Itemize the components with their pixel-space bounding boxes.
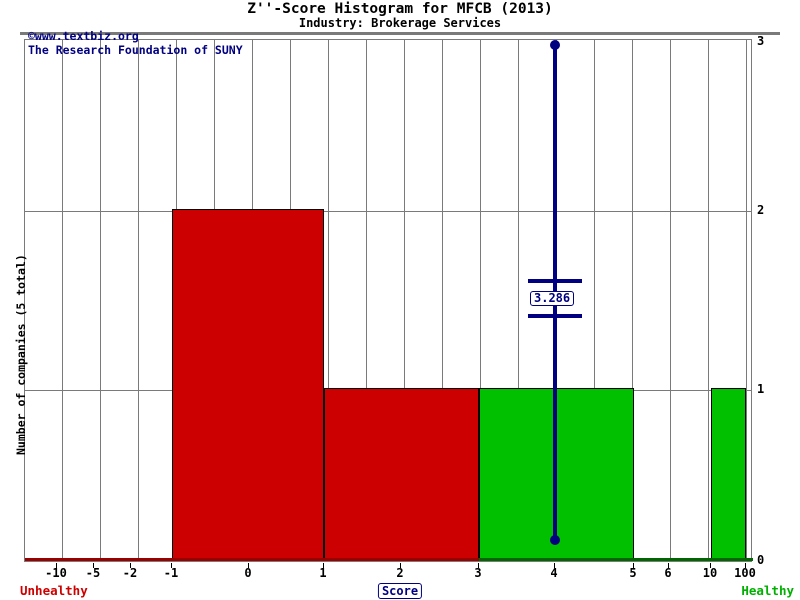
vertical-gridline	[138, 40, 139, 561]
x-tick-mark	[56, 563, 57, 568]
x-tick-mark	[668, 563, 669, 568]
x-tick-mark	[323, 563, 324, 568]
vertical-gridline	[404, 40, 405, 561]
x-tick-label: 100	[734, 566, 756, 580]
x-tick-mark	[478, 563, 479, 568]
vertical-gridline	[442, 40, 443, 561]
x-tick-label: 4	[550, 566, 558, 580]
credit-line-2: The Research Foundation of SUNY	[28, 42, 243, 57]
vertical-gridline	[708, 40, 709, 561]
histogram-bar	[324, 388, 479, 561]
y-tick-label: 2	[757, 203, 765, 217]
vertical-gridline	[746, 40, 747, 561]
x-tick-mark	[745, 563, 746, 568]
x-tick-label: -2	[122, 566, 138, 580]
score-value-label: 3.286	[530, 291, 575, 306]
vertical-gridline	[670, 40, 671, 561]
x-tick-mark	[400, 563, 401, 568]
top-rule	[20, 32, 780, 35]
x-tick-label: 0	[244, 566, 252, 580]
healthy-baseline	[479, 558, 753, 561]
y-tick-label: 0	[757, 553, 765, 567]
vertical-gridline	[632, 40, 633, 561]
x-tick-mark	[633, 563, 634, 568]
x-tick-mark	[171, 563, 172, 568]
x-tick-label: 1	[319, 566, 327, 580]
healthy-label: Healthy	[741, 583, 794, 598]
x-tick-label: 3	[474, 566, 482, 580]
x-tick-mark	[93, 563, 94, 568]
vertical-gridline	[594, 40, 595, 561]
histogram-bar	[172, 209, 324, 561]
plot-area: 3.286	[24, 39, 753, 562]
x-tick-label: 5	[629, 566, 637, 580]
vertical-gridline	[518, 40, 519, 561]
vertical-gridline	[328, 40, 329, 561]
x-tick-label: -10	[45, 566, 67, 580]
x-tick-mark	[554, 563, 555, 568]
x-tick-mark	[710, 563, 711, 568]
x-tick-label: 6	[664, 566, 672, 580]
y-axis-title: Number of companies (5 total)	[14, 254, 28, 455]
copyright-credit: ©www.textbiz.org The Research Foundation …	[28, 29, 243, 57]
y-tick-label: 1	[757, 382, 765, 396]
horizontal-gridline	[25, 211, 751, 212]
score-marker-dot-top	[550, 40, 560, 50]
x-tick-mark	[248, 563, 249, 568]
score-marker-cap-top	[528, 279, 582, 283]
y-tick-label: 3	[757, 34, 765, 48]
chart-title: Z''-Score Histogram for MFCB (2013)	[247, 1, 553, 17]
x-tick-label: -1	[163, 566, 179, 580]
score-marker-cap-bottom	[528, 314, 582, 318]
vertical-gridline	[366, 40, 367, 561]
score-marker-dot-bottom	[550, 535, 560, 545]
unhealthy-baseline	[25, 558, 479, 561]
credit-line-1: ©www.textbiz.org	[28, 29, 139, 43]
unhealthy-label: Unhealthy	[20, 583, 88, 598]
x-axis-title: Score	[377, 583, 423, 599]
chart-subtitle: Industry: Brokerage Services	[298, 16, 502, 30]
vertical-gridline	[100, 40, 101, 561]
x-tick-label: -5	[85, 566, 101, 580]
x-tick-label: 2	[396, 566, 404, 580]
histogram-bar	[711, 388, 746, 561]
vertical-gridline	[62, 40, 63, 561]
x-tick-mark	[130, 563, 131, 568]
vertical-gridline	[480, 40, 481, 561]
x-tick-label: 10	[702, 566, 718, 580]
